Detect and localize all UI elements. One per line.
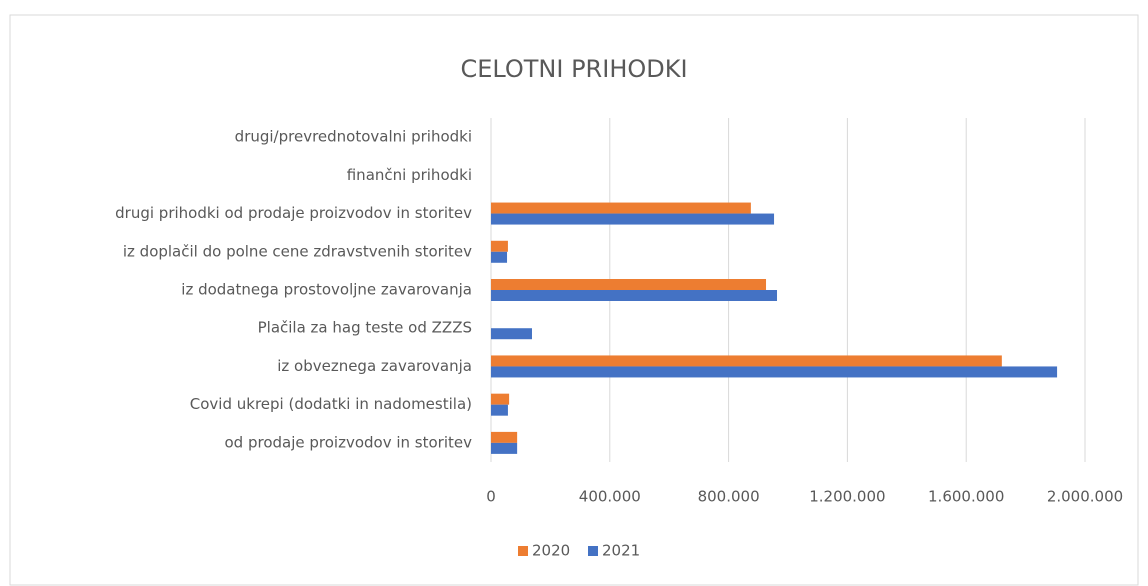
- y-tick-label: iz obveznega zavarovanja: [277, 357, 472, 375]
- y-tick-label: Plačila za hag teste od ZZZS: [258, 319, 472, 337]
- bar: [491, 442, 518, 454]
- x-tick-label: 1.600.000: [928, 488, 1004, 506]
- bar: [491, 202, 751, 214]
- bar: [491, 328, 532, 340]
- bar: [491, 213, 775, 225]
- x-tick-label: 400.000: [579, 488, 641, 506]
- legend-label: 2021: [602, 542, 640, 560]
- y-tick-label: finančni prihodki: [347, 166, 472, 184]
- y-tick-label: iz dodatnega prostovoljne zavarovanja: [181, 281, 472, 299]
- legend-swatch: [518, 546, 528, 556]
- x-tick-label: 2.000.000: [1047, 488, 1123, 506]
- y-tick-label: drugi prihodki od prodaje proizvodov in …: [115, 204, 472, 222]
- bar: [491, 393, 510, 405]
- bar: [491, 431, 518, 443]
- y-tick-label: Covid ukrepi (dodatki in nadomestila): [190, 395, 472, 413]
- bar: [491, 251, 508, 263]
- y-tick-label: iz doplačil do polne cene zdravstvenih s…: [123, 242, 472, 260]
- x-tick-label: 800.000: [698, 488, 760, 506]
- bar: [491, 240, 508, 252]
- y-tick-label: drugi/prevrednotovalni prihodki: [235, 128, 472, 146]
- chart-title: CELOTNI PRIHODKI: [460, 55, 687, 83]
- bar: [491, 355, 1002, 367]
- legend-label: 2020: [532, 542, 570, 560]
- x-tick-label: 1.200.000: [809, 488, 885, 506]
- bar: [491, 366, 1058, 378]
- bar: [491, 404, 508, 416]
- bar: [491, 279, 767, 290]
- y-tick-label: od prodaje proizvodov in storitev: [225, 433, 473, 451]
- legend-swatch: [588, 546, 598, 556]
- bar: [491, 290, 778, 301]
- x-tick-label: 0: [486, 488, 496, 506]
